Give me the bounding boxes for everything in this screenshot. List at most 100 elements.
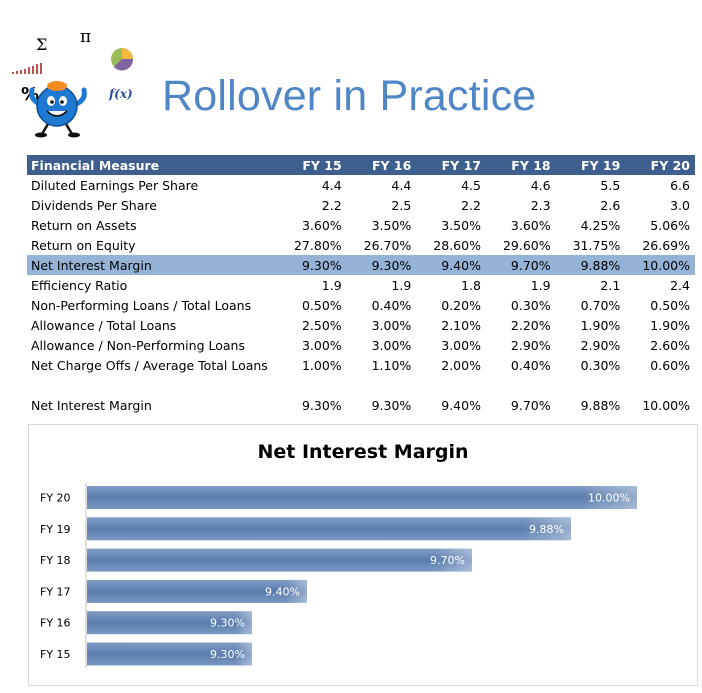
column-header[interactable]: FY 19 [555, 155, 626, 175]
column-header[interactable]: FY 18 [485, 155, 556, 175]
table-cell[interactable]: 6.6 [670, 177, 690, 193]
table-cell[interactable]: 1.10% [371, 357, 412, 373]
row-label[interactable]: Net Interest Margin [27, 255, 277, 275]
table-cell[interactable]: 3.00% [371, 317, 412, 333]
table-cell[interactable]: 9.88% [555, 255, 626, 275]
chart-category-label: FY 20 [40, 492, 71, 505]
row-label[interactable]: Dividends Per Share [31, 197, 157, 213]
table-cell[interactable]: 2.2 [461, 197, 481, 213]
table-row[interactable]: Dividends Per Share 2.2 2.5 2.2 2.3 2.6 3.0 [27, 195, 695, 215]
table-cell[interactable]: 10.00% [642, 397, 690, 413]
summary-row[interactable]: Net Interest Margin 9.30% 9.30% 9.40% 9.70% 9… [27, 395, 695, 415]
table-cell[interactable]: 3.50% [441, 217, 481, 233]
table-cell[interactable]: 0.50% [301, 297, 342, 313]
table-cell[interactable]: 3.50% [371, 217, 412, 233]
table-cell[interactable]: 28.60% [433, 237, 481, 253]
table-cell[interactable]: 9.30% [371, 397, 412, 413]
table-cell[interactable]: 9.88% [580, 397, 621, 413]
table-row[interactable]: Allowance / Non-Performing Loans 3.00% 3.0… [27, 335, 695, 355]
row-label[interactable]: Efficiency Ratio [31, 277, 128, 293]
table-cell[interactable]: 0.50% [650, 297, 690, 313]
table-cell[interactable]: 9.30% [301, 397, 342, 413]
table-cell[interactable]: 1.90% [650, 317, 690, 333]
table-cell[interactable]: 3.00% [441, 337, 481, 353]
table-cell[interactable]: 0.30% [510, 297, 551, 313]
table-row[interactable]: Net Interest Margin 9.30% 9.30% 9.40% 9.70% 9… [27, 255, 695, 275]
table-cell[interactable]: 27.80% [293, 237, 342, 253]
table-cell[interactable]: 4.6 [530, 177, 551, 193]
table-cell[interactable]: 9.70% [510, 397, 551, 413]
table-cell[interactable]: 3.0 [670, 197, 690, 213]
row-label[interactable]: Non-Performing Loans / Total Loans [31, 297, 252, 313]
table-cell[interactable]: 1.90% [580, 317, 621, 333]
table-cell[interactable]: 9.40% [441, 397, 481, 413]
table-row[interactable]: Efficiency Ratio 1.9 1.9 1.8 1.9 2.1 2.4 [27, 275, 695, 295]
table-cell[interactable]: 2.60% [650, 337, 690, 353]
table-cell[interactable]: 2.2 [321, 197, 342, 213]
table-cell[interactable]: 1.00% [301, 357, 342, 373]
net-interest-margin-chart[interactable]: Net Interest Margin FY 20 10.00% FY 19 9.88… [28, 424, 698, 686]
table-cell[interactable]: 3.00% [301, 337, 342, 353]
table-row[interactable]: Net Charge Offs / Average Total Loans 1.0… [27, 355, 695, 375]
table-cell[interactable]: 29.60% [502, 237, 551, 253]
table-cell[interactable]: 2.50% [301, 317, 342, 333]
table-row[interactable]: Return on Equity 27.80% 26.70% 28.60% 29.60%… [27, 235, 695, 255]
table-row[interactable]: Diluted Earnings Per Share 4.4 4.4 4.5 4.6 5.… [27, 175, 695, 195]
table-cell[interactable]: 3.60% [301, 217, 342, 233]
table-cell[interactable]: 26.69% [642, 237, 690, 253]
table-cell[interactable]: 3.60% [510, 217, 551, 233]
table-cell[interactable]: 2.4 [670, 277, 690, 293]
table-cell[interactable]: 3.00% [371, 337, 412, 353]
table-cell[interactable]: 0.70% [580, 297, 621, 313]
row-label[interactable]: Net Interest Margin [31, 397, 152, 413]
table-cell[interactable]: 9.70% [485, 255, 556, 275]
table-cell[interactable]: 2.90% [510, 337, 551, 353]
sigma-icon: Σ [36, 35, 47, 54]
chart-category-label: FY 15 [40, 648, 71, 661]
table-cell[interactable]: 2.10% [441, 317, 481, 333]
table-cell[interactable]: 31.75% [572, 237, 621, 253]
table-cell[interactable]: 0.40% [510, 357, 551, 373]
table-cell[interactable]: 2.20% [510, 317, 551, 333]
table-cell[interactable]: 4.4 [391, 177, 412, 193]
row-label[interactable]: Net Charge Offs / Average Total Loans [31, 357, 268, 373]
table-cell[interactable]: 0.60% [650, 357, 690, 373]
table-cell[interactable]: 0.30% [580, 357, 621, 373]
table-cell[interactable]: 4.5 [461, 177, 481, 193]
table-cell[interactable]: 0.40% [371, 297, 412, 313]
table-cell[interactable]: 0.20% [441, 297, 481, 313]
row-label[interactable]: Diluted Earnings Per Share [31, 177, 199, 193]
table-cell[interactable]: 5.06% [650, 217, 690, 233]
table-cell[interactable]: 9.30% [346, 255, 417, 275]
table-cell[interactable]: 2.6 [600, 197, 621, 213]
column-header[interactable]: FY 15 [277, 155, 347, 175]
table-cell[interactable]: 1.9 [321, 277, 342, 293]
row-label[interactable]: Return on Assets [31, 217, 137, 233]
table-cell[interactable]: 1.9 [391, 277, 412, 293]
table-cell[interactable]: 10.00% [625, 255, 695, 275]
row-label[interactable]: Return on Equity [31, 237, 136, 253]
table-row[interactable]: Return on Assets 3.60% 3.50% 3.50% 3.60% 4.25… [27, 215, 695, 235]
table-cell[interactable]: 2.5 [391, 197, 412, 213]
table-cell[interactable]: 2.1 [600, 277, 621, 293]
table-cell[interactable]: 2.90% [580, 337, 621, 353]
table-cell[interactable]: 2.3 [530, 197, 551, 213]
table-cell[interactable]: 4.4 [321, 177, 342, 193]
table-cell[interactable]: 9.40% [416, 255, 486, 275]
table-cell[interactable]: 1.9 [530, 277, 551, 293]
table-cell[interactable]: 5.5 [600, 177, 621, 193]
table-cell[interactable]: 2.00% [441, 357, 481, 373]
row-label[interactable]: Allowance / Non-Performing Loans [31, 337, 245, 353]
table-row[interactable]: Allowance / Total Loans 2.50% 3.00% 2.10% 2.… [27, 315, 695, 335]
column-header[interactable]: Financial Measure [27, 155, 277, 175]
row-label[interactable]: Allowance / Total Loans [31, 317, 177, 333]
table-cell[interactable]: 4.25% [580, 217, 621, 233]
column-header[interactable]: FY 20 [625, 155, 695, 175]
column-header[interactable]: FY 16 [346, 155, 417, 175]
table-cell[interactable]: 1.8 [461, 277, 481, 293]
chart-category-label: FY 18 [40, 554, 71, 567]
column-header[interactable]: FY 17 [416, 155, 486, 175]
table-cell[interactable]: 26.70% [363, 237, 412, 253]
table-row[interactable]: Non-Performing Loans / Total Loans 0.50% 0… [27, 295, 695, 315]
table-cell[interactable]: 9.30% [277, 255, 347, 275]
